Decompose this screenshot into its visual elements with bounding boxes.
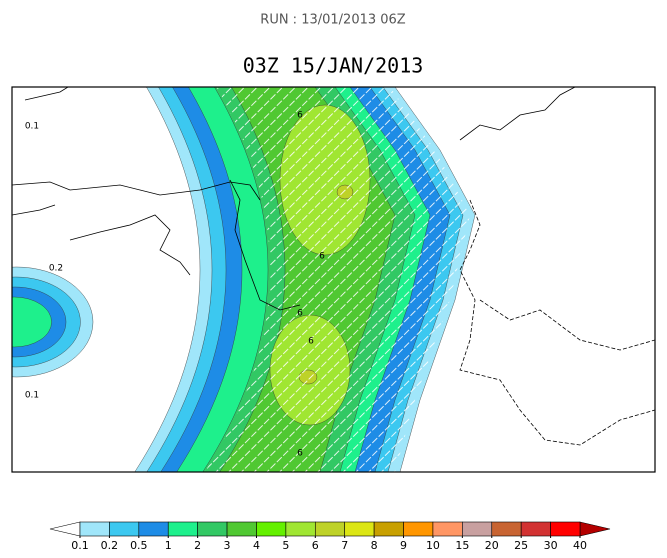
colorbar-label: 40 xyxy=(573,539,587,552)
colorbar-box xyxy=(432,521,463,537)
colorbar-label: 20 xyxy=(485,539,499,552)
colorbar-label: 0.1 xyxy=(71,539,89,552)
colorbar-box xyxy=(79,521,110,537)
coastline xyxy=(229,179,301,311)
coastlines xyxy=(12,87,655,446)
colorbar-label: 15 xyxy=(455,539,469,552)
coastline xyxy=(12,181,261,201)
colorbar: 0.1 0.2 0.5 1 2 3 4 5 6 7 8 9 10 15 20 25 30 40 xyxy=(49,521,611,552)
colorbar-box xyxy=(109,521,140,537)
colorbar-label: 2 xyxy=(194,539,201,552)
coastline xyxy=(459,87,576,141)
colorbar-label: 7 xyxy=(341,539,348,552)
colorbar-box xyxy=(256,521,287,537)
precip-blob xyxy=(12,296,52,348)
colorbar-label: 25 xyxy=(514,539,528,552)
colorbar-box xyxy=(550,521,581,537)
colorbar-box xyxy=(285,521,316,537)
colorbar-box xyxy=(403,521,434,537)
coastline xyxy=(24,87,69,101)
contour-label: 6 xyxy=(297,309,303,319)
map-title: 03Z 15/JAN/2013 xyxy=(243,54,424,78)
colorbar-box xyxy=(491,521,522,537)
contour-label: 6 xyxy=(297,449,303,459)
border xyxy=(479,299,655,351)
contour-label: 6 xyxy=(297,111,303,121)
coastline xyxy=(69,214,191,276)
colorbar-over xyxy=(579,521,611,537)
contour-label: 0.2 xyxy=(49,264,63,274)
colorbar-box xyxy=(226,521,257,537)
map-frame xyxy=(11,86,656,473)
colorbar-under xyxy=(49,521,81,537)
colorbar-box xyxy=(314,521,346,537)
colorbar-box xyxy=(138,521,169,537)
coastline xyxy=(12,204,56,216)
colorbar-label: 30 xyxy=(544,539,558,552)
colorbar-box xyxy=(520,521,551,537)
colorbar-label: 6 xyxy=(312,539,319,552)
colorbar-box xyxy=(167,521,198,537)
contour-label: 0.1 xyxy=(25,391,39,401)
map-area xyxy=(12,87,476,472)
border xyxy=(459,199,655,446)
colorbar-label: 10 xyxy=(426,539,440,552)
colorbar-box xyxy=(344,521,375,537)
contour-label: 6 xyxy=(308,337,314,347)
colorbar-label: 1 xyxy=(165,539,172,552)
run-label: RUN : 13/01/2013 06Z xyxy=(260,13,406,28)
colorbar-label: 8 xyxy=(371,539,378,552)
colorbar-box xyxy=(373,521,404,537)
colorbar-label: 0.5 xyxy=(130,539,148,552)
colorbar-label: 0.2 xyxy=(101,539,119,552)
hatching xyxy=(204,87,470,472)
colorbar-box xyxy=(462,521,493,537)
colorbar-label: 3 xyxy=(224,539,231,552)
colorbar-label: 4 xyxy=(253,539,260,552)
colorbar-label: 5 xyxy=(282,539,289,552)
contour-label: 0.1 xyxy=(25,122,39,132)
contour-label: 6 xyxy=(319,252,325,262)
colorbar-label: 9 xyxy=(400,539,407,552)
colorbar-box xyxy=(197,521,228,537)
